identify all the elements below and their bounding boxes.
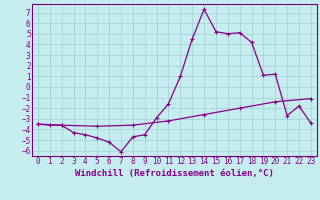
X-axis label: Windchill (Refroidissement éolien,°C): Windchill (Refroidissement éolien,°C) [75, 169, 274, 178]
